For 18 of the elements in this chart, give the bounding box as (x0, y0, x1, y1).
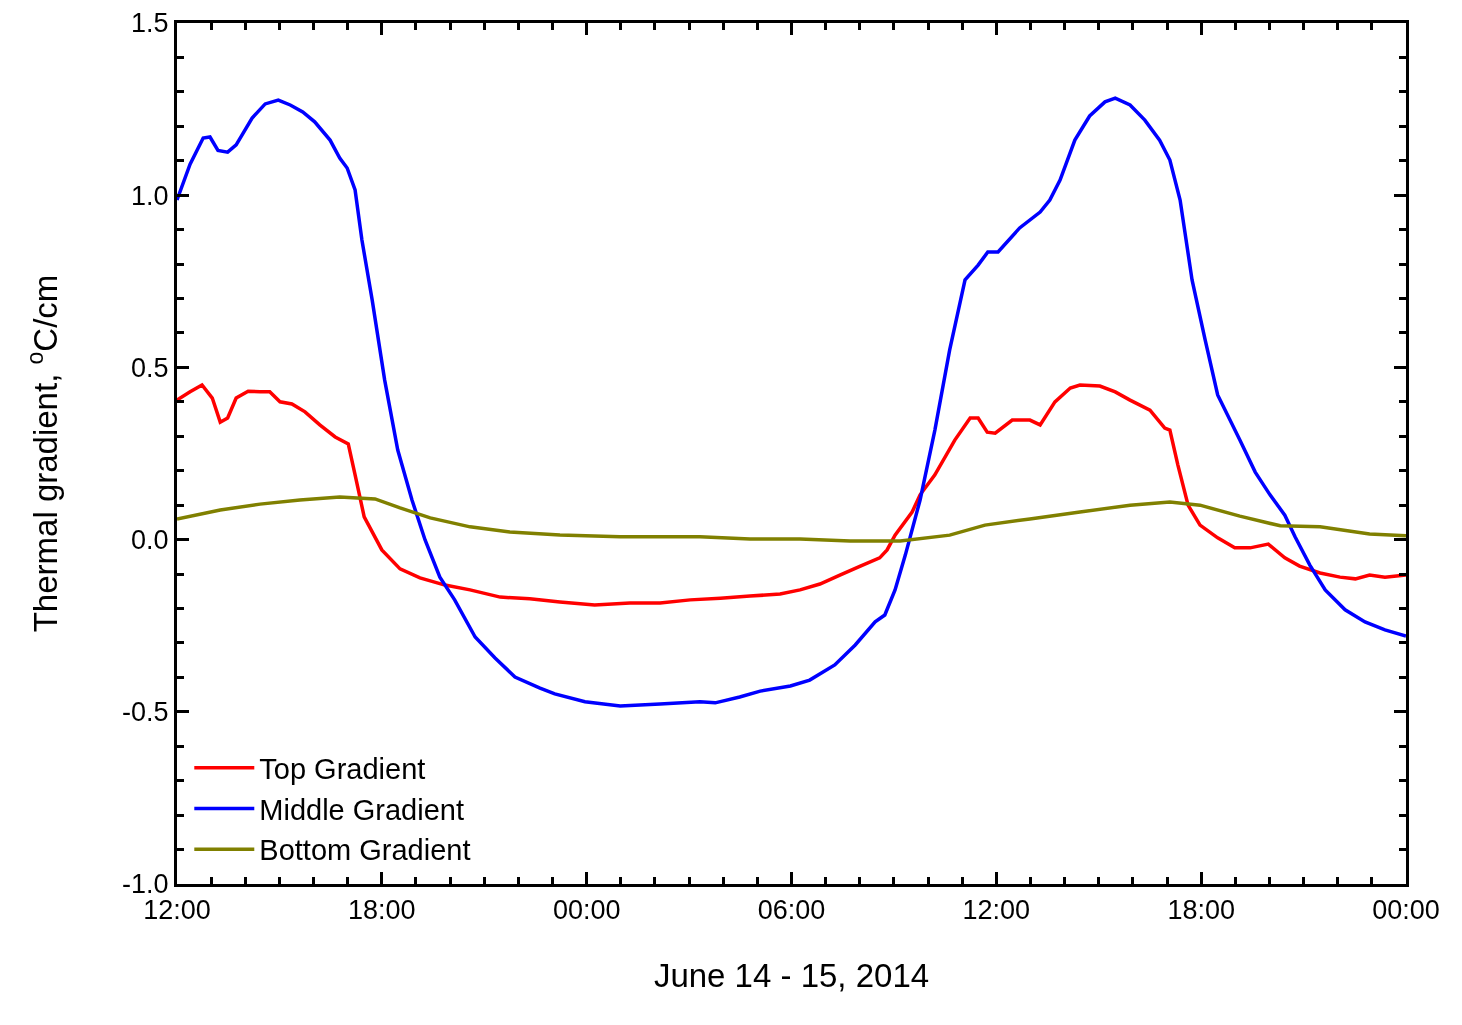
y-tick-label: -0.5 (122, 697, 169, 728)
legend-label: Middle Gradient (259, 793, 465, 826)
legend-label: Bottom Gradient (259, 834, 471, 867)
y-tick-label: 0.0 (131, 525, 169, 556)
x-tick-label: 00:00 (1372, 895, 1440, 926)
x-tick-label: 18:00 (1167, 895, 1235, 926)
y-tick-label: 1.5 (131, 8, 169, 39)
legend-label: Top Gradient (259, 753, 426, 786)
x-tick-label: 12:00 (962, 895, 1031, 926)
line-series (177, 383, 1406, 607)
y-tick-label: 0.5 (131, 352, 169, 383)
line-series (177, 96, 1406, 708)
y-tick-label: 1.0 (131, 180, 169, 211)
x-tick-label: 00:00 (552, 895, 621, 926)
x-tick-label: 06:00 (757, 895, 826, 926)
x-tick-label: 18:00 (348, 895, 416, 926)
line-series (177, 495, 1406, 543)
x-axis-title: June 14 - 15, 2014 (653, 957, 930, 994)
